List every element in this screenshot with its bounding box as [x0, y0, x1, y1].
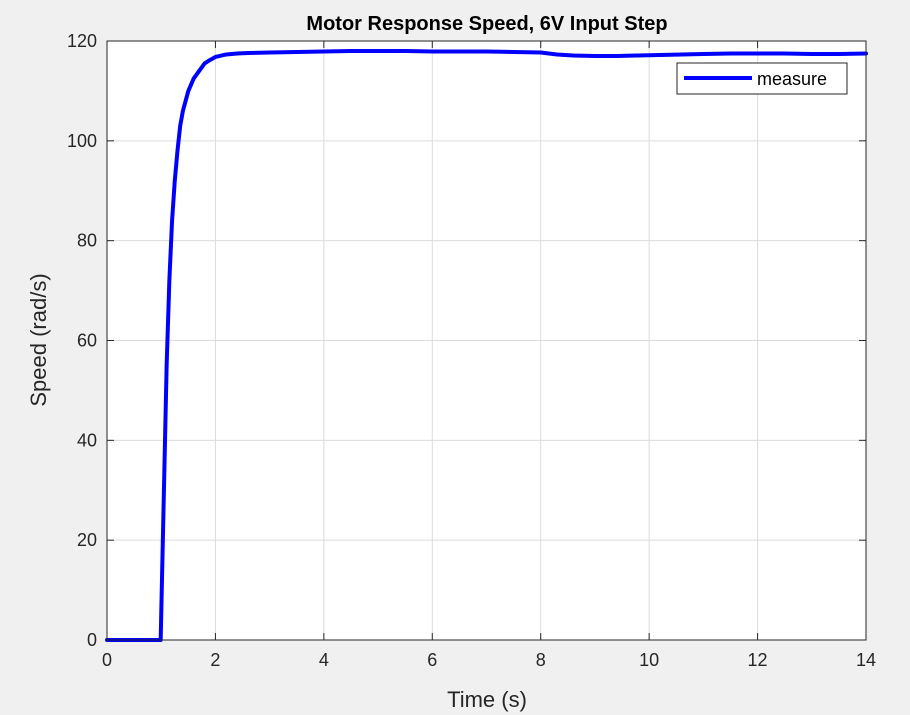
- y-tick-label: 60: [77, 331, 97, 351]
- x-tick-label: 14: [856, 650, 876, 670]
- x-tick-label: 12: [748, 650, 768, 670]
- legend[interactable]: measure: [676, 62, 848, 95]
- y-tick-label: 120: [67, 31, 97, 51]
- y-tick-label: 20: [77, 530, 97, 550]
- legend-series-label: measure: [757, 69, 827, 89]
- x-axis-label: Time (s): [447, 687, 527, 712]
- y-axis-label: Speed (rad/s): [26, 273, 51, 406]
- series-layer: [105, 48, 868, 642]
- x-tick-label: 10: [639, 650, 659, 670]
- x-tick-label: 8: [536, 650, 546, 670]
- chart-title: Motor Response Speed, 6V Input Step: [306, 13, 667, 35]
- series-line-measure[interactable]: [105, 48, 868, 642]
- y-tick-label: 40: [77, 430, 97, 450]
- grid: [107, 41, 866, 640]
- x-tick-label: 4: [319, 650, 329, 670]
- y-tick-label: 100: [67, 131, 97, 151]
- y-tick-label: 80: [77, 231, 97, 251]
- x-tick-label: 6: [427, 650, 437, 670]
- ticks: 0 2 4 6 8 10 12 14 0 20 40 60 80 100 120: [67, 31, 876, 670]
- x-tick-label: 2: [210, 650, 220, 670]
- y-tick-label: 0: [87, 630, 97, 650]
- x-tick-label: 0: [102, 650, 112, 670]
